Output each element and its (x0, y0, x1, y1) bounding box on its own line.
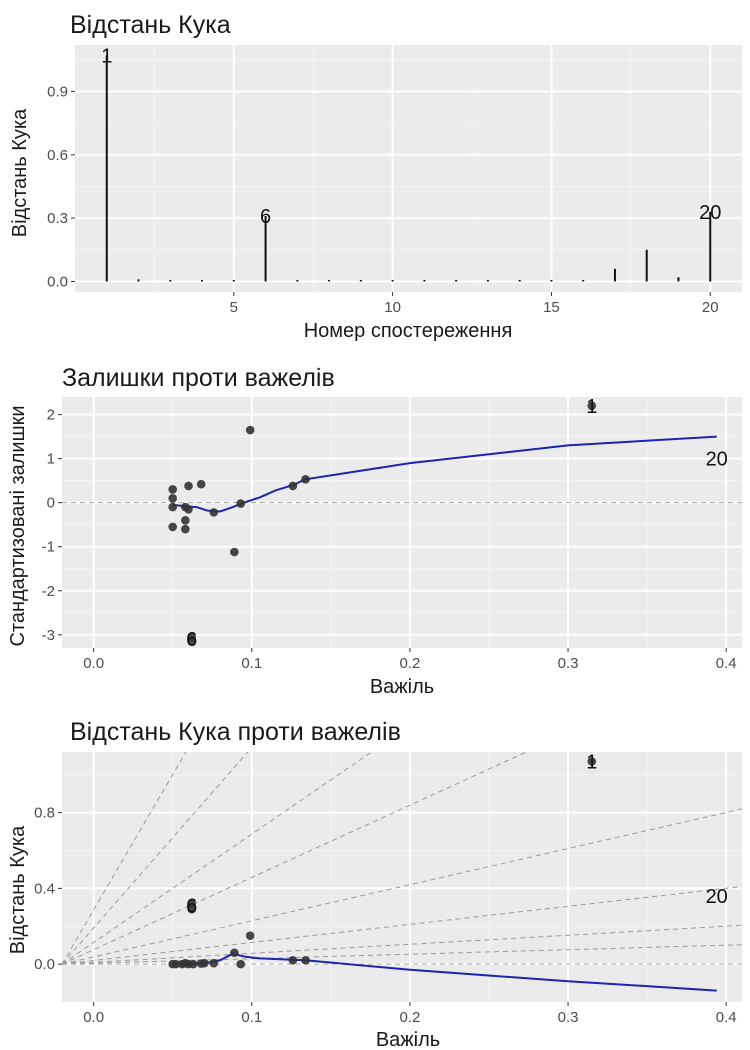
data-point (301, 956, 310, 965)
y-tick-label: -1 (42, 539, 55, 556)
data-point (236, 959, 245, 969)
y-tick-label: 0.4 (34, 880, 55, 897)
reference-line (62, 885, 742, 965)
x-tick-label: 0.2 (399, 1009, 420, 1026)
plot-panel (62, 397, 742, 648)
y-tick-label: 2 (47, 407, 55, 424)
data-point (230, 948, 239, 958)
reference-line (62, 752, 373, 965)
y-axis-label: Відстань Кука (9, 108, 31, 237)
data-point (230, 547, 239, 557)
data-point (187, 637, 196, 646)
y-axis-label: Відстань Кука (7, 825, 29, 954)
data-point (181, 524, 190, 534)
data-point (168, 485, 177, 494)
x-tick-label: 0.3 (558, 655, 579, 672)
point-label: 6 (260, 206, 271, 228)
y-tick-label: 0 (47, 495, 55, 512)
reference-line (62, 924, 742, 965)
data-point (187, 904, 196, 914)
reference-line (62, 752, 528, 965)
x-tick-label: 0.3 (558, 1009, 579, 1026)
data-point (245, 931, 255, 941)
y-tick-label: 0.9 (47, 83, 68, 100)
cooks-distance-plot: Відстань Кука Номер спостереження Відста… (9, 11, 742, 342)
point-label: 1 (586, 396, 597, 418)
x-tick-label: 10 (384, 299, 401, 316)
data-point (245, 425, 255, 435)
data-point (181, 515, 190, 525)
data-point (236, 499, 245, 508)
x-tick-label: 0.0 (83, 655, 104, 672)
plot-area: 6 1 20 (62, 751, 742, 992)
data-point (587, 401, 597, 411)
data-point (209, 508, 219, 517)
point-label: 6 (186, 895, 197, 917)
x-tick-label: 0.2 (399, 655, 420, 672)
y-tick-label: 0.0 (47, 273, 68, 290)
data-point (168, 493, 177, 503)
data-point (184, 481, 193, 491)
point-label: 20 (706, 886, 728, 908)
plot-area: 16 20 (101, 46, 721, 282)
data-point (301, 475, 310, 484)
y-tick-label: 0.3 (47, 210, 68, 227)
data-point (168, 522, 177, 532)
x-axis-label: Номер спостереження (304, 320, 513, 342)
chart-title: Відстань Кука проти важелів (70, 718, 401, 746)
data-point (587, 757, 597, 766)
data-point (188, 959, 198, 969)
y-tick-label: -3 (42, 627, 55, 644)
plot-panel (75, 45, 742, 292)
data-point (288, 481, 298, 491)
data-point (184, 504, 193, 514)
point-label: 1 (586, 751, 597, 773)
x-tick-label: 0.1 (241, 655, 262, 672)
reference-line (62, 752, 249, 965)
y-tick-label: 0.8 (34, 805, 55, 822)
data-point (196, 479, 206, 489)
cooks-distance-vs-leverage-plot: Відстань Кука проти важелів Важіль Відст… (7, 718, 742, 1050)
y-tick-label: 1 (47, 451, 55, 468)
y-tick-label: 0.0 (34, 956, 55, 973)
x-tick-label: 0.4 (716, 1009, 737, 1026)
y-axis-label: Стандартизовані залишки (7, 405, 29, 646)
point-label: 20 (706, 449, 728, 471)
residuals-vs-leverage-plot: Залишки проти важелів Важіль Стандартизо… (7, 364, 742, 698)
data-point (168, 502, 177, 512)
x-tick-label: 0.1 (241, 1009, 262, 1026)
x-tick-label: 0.0 (83, 1009, 104, 1026)
x-tick-label: 20 (702, 299, 719, 316)
x-tick-label: 0.4 (716, 655, 737, 672)
point-label: 6 (186, 629, 197, 651)
data-point (171, 959, 181, 969)
data-point (209, 958, 219, 968)
point-label: 20 (699, 202, 721, 224)
point-label: 1 (101, 46, 112, 68)
chart-title: Залишки проти важелів (62, 364, 335, 392)
chart-title: Відстань Кука (70, 11, 231, 39)
x-axis-label: Важіль (376, 1029, 440, 1050)
y-tick-label: 0.6 (47, 147, 68, 164)
data-point (200, 958, 209, 968)
x-tick-label: 5 (230, 299, 238, 316)
y-tick-label: -2 (42, 583, 55, 600)
smoothed-trend-line (172, 435, 717, 513)
x-tick-label: 15 (543, 299, 560, 316)
data-point (288, 956, 298, 965)
plot-area: 6 1 20 (62, 396, 742, 651)
x-axis-label: Важіль (370, 676, 434, 698)
